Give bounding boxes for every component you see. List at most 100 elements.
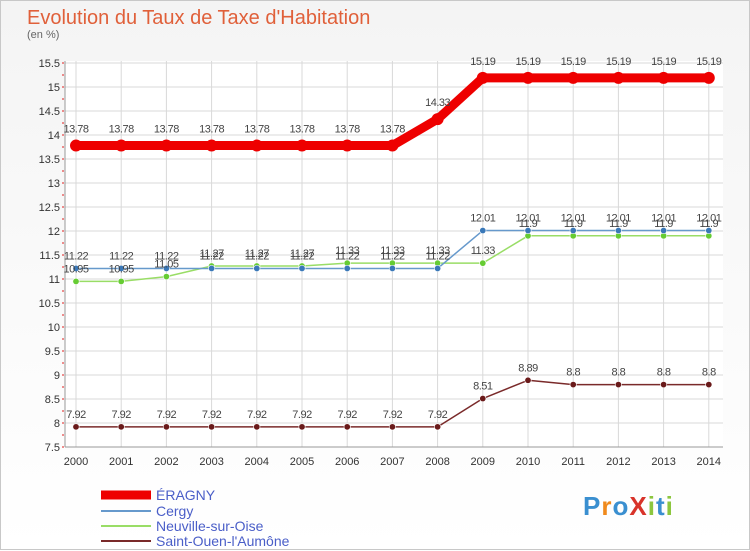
legend-label: Neuville-sur-Oise	[156, 518, 264, 534]
y-tick-label: 9.5	[45, 346, 60, 358]
logo-letter: t	[655, 491, 666, 521]
data-point	[162, 264, 170, 272]
data-label: 8.8	[566, 367, 580, 379]
data-point	[567, 71, 580, 84]
x-tick-label: 2014	[697, 456, 721, 468]
data-point	[431, 113, 444, 126]
y-minor-tick	[62, 182, 64, 184]
y-minor-tick	[62, 326, 64, 328]
data-point	[660, 227, 668, 235]
data-point	[705, 227, 713, 235]
logo-letter: P	[583, 491, 602, 521]
y-minor-tick	[62, 230, 64, 232]
data-label: 13.78	[109, 124, 134, 136]
data-label: 11.22	[425, 250, 450, 262]
y-minor-tick	[62, 170, 64, 172]
data-label: 11.27	[245, 248, 270, 260]
data-label: 11.33	[425, 245, 450, 257]
data-point	[479, 395, 487, 403]
data-point	[386, 139, 399, 152]
unit-label: (en %)	[27, 29, 60, 41]
y-minor-tick	[62, 350, 64, 352]
data-point	[660, 381, 668, 389]
y-tick-label: 15	[48, 82, 60, 94]
data-label: 11.05	[154, 259, 179, 271]
data-point	[341, 139, 354, 152]
data-label: 11.9	[700, 218, 719, 230]
y-minor-tick	[62, 362, 64, 364]
y-minor-tick	[62, 410, 64, 412]
data-point	[524, 227, 532, 235]
y-tick-label: 8.5	[45, 394, 60, 406]
data-point	[117, 264, 125, 272]
x-tick-label: 2009	[471, 456, 495, 468]
data-label: 7.92	[292, 409, 312, 421]
data-label: 11.22	[199, 250, 224, 262]
data-label: 15.19	[470, 56, 495, 68]
data-point	[434, 423, 442, 431]
data-label: 12.01	[606, 213, 631, 225]
y-minor-tick	[62, 242, 64, 244]
y-minor-tick	[62, 266, 64, 268]
data-label: 8.8	[612, 367, 626, 379]
logo-letter: i	[665, 491, 674, 521]
legend-label: Saint-Ouen-l'Aumône	[156, 533, 290, 549]
y-tick-label: 14.5	[39, 106, 60, 118]
data-point	[614, 381, 622, 389]
y-minor-tick	[62, 398, 64, 400]
y-tick-label: 12.5	[39, 202, 60, 214]
data-label: 11.22	[245, 250, 270, 262]
data-point	[479, 259, 487, 267]
y-minor-tick	[62, 98, 64, 100]
data-point	[657, 71, 670, 84]
data-label: 14.33	[425, 97, 450, 109]
y-minor-tick	[62, 422, 64, 424]
data-point	[476, 71, 489, 84]
y-minor-tick	[62, 62, 64, 64]
proxiti-logo: ProXiti	[583, 491, 674, 522]
data-point	[205, 139, 218, 152]
data-label: 11.22	[290, 250, 315, 262]
data-point	[702, 71, 715, 84]
data-label: 8.89	[518, 362, 538, 374]
x-tick-label: 2011	[561, 456, 585, 468]
y-minor-tick	[62, 446, 64, 448]
data-label: 12.01	[561, 213, 586, 225]
data-label: 13.78	[380, 124, 405, 136]
data-label: 11.33	[471, 245, 496, 257]
y-tick-label: 8	[54, 418, 60, 430]
x-tick-label: 2013	[651, 456, 675, 468]
y-tick-label: 12	[48, 226, 60, 238]
logo-letter: i	[647, 491, 656, 521]
data-point	[117, 277, 125, 285]
data-label: 13.78	[335, 124, 360, 136]
data-point	[72, 264, 80, 272]
data-label: 11.9	[564, 218, 583, 230]
data-label: 10.95	[109, 263, 134, 275]
data-point	[388, 264, 396, 272]
y-minor-tick	[62, 218, 64, 220]
y-minor-tick	[62, 254, 64, 256]
data-label: 7.92	[383, 409, 403, 421]
x-tick-label: 2001	[109, 456, 133, 468]
data-label: 12.01	[515, 213, 540, 225]
data-label: 12.01	[696, 213, 721, 225]
data-label: 11.9	[609, 218, 628, 230]
data-label: 11.27	[290, 248, 315, 260]
data-label: 7.92	[66, 409, 86, 421]
data-point	[253, 264, 261, 272]
y-minor-tick	[62, 74, 64, 76]
data-point	[162, 423, 170, 431]
data-point	[72, 277, 80, 285]
x-tick-label: 2007	[380, 456, 404, 468]
data-point	[208, 264, 216, 272]
y-tick-label: 10.5	[39, 298, 60, 310]
data-point	[705, 381, 713, 389]
data-point	[70, 139, 82, 152]
y-tick-label: 9	[54, 370, 60, 382]
data-point	[208, 423, 216, 431]
data-label: 7.92	[428, 409, 448, 421]
data-point	[298, 423, 306, 431]
data-point	[614, 227, 622, 235]
